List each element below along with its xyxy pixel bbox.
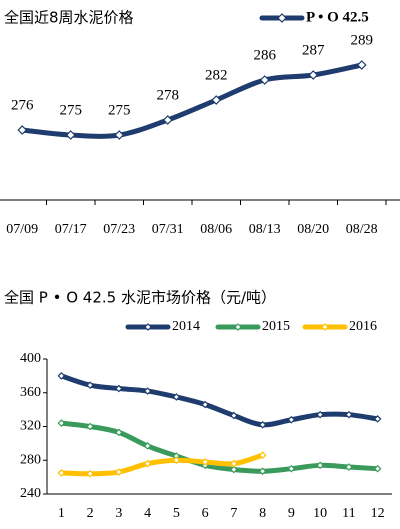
x-tick-label: 08/06	[200, 222, 232, 237]
marker	[316, 410, 324, 419]
marker	[230, 411, 238, 420]
y-tick-label: 240	[20, 486, 41, 501]
marker	[143, 442, 152, 450]
data-label: 287	[302, 42, 325, 58]
marker	[258, 467, 267, 476]
marker	[86, 469, 94, 478]
marker	[287, 415, 296, 424]
x-tick-label: 7	[230, 506, 237, 521]
data-label: 276	[11, 97, 34, 113]
y-tick-label: 280	[20, 452, 41, 467]
marker	[86, 381, 94, 390]
marker	[115, 384, 123, 393]
marker	[115, 468, 123, 476]
x-tick-label: 11	[342, 506, 355, 521]
x-tick-label: 5	[173, 506, 180, 521]
marker	[57, 469, 66, 477]
data-label: 282	[205, 67, 228, 83]
marker	[86, 422, 94, 431]
legend-label: 2014	[172, 319, 200, 334]
marker	[316, 461, 324, 470]
x-tick-label: 07/17	[55, 222, 87, 237]
y-tick-label: 360	[20, 385, 41, 400]
marker	[258, 420, 267, 429]
chart-title: 全国近8周水泥价格	[4, 9, 134, 27]
x-tick-label: 07/09	[6, 222, 38, 237]
legend-label: P • O 42.5	[306, 9, 369, 25]
legend-marker	[144, 323, 152, 331]
x-tick-label: 4	[144, 506, 151, 521]
marker	[65, 130, 76, 140]
marker	[57, 372, 66, 380]
marker	[172, 393, 181, 401]
marker	[345, 463, 353, 471]
x-tick-label: 9	[288, 506, 295, 521]
marker	[345, 410, 353, 419]
marker	[17, 125, 28, 135]
data-label: 289	[351, 32, 374, 48]
marker	[57, 419, 66, 427]
marker	[356, 60, 367, 70]
x-tick-label: 1	[58, 506, 65, 521]
marker	[308, 70, 319, 80]
data-label: 278	[157, 87, 180, 103]
data-label: 275	[60, 102, 83, 118]
marker	[373, 415, 382, 423]
marker	[143, 459, 152, 468]
marker	[162, 115, 173, 125]
marker	[259, 75, 270, 85]
x-tick-label: 07/23	[103, 222, 135, 237]
x-tick-label: 6	[202, 506, 209, 521]
marker	[201, 458, 209, 466]
data-label: 275	[108, 102, 131, 118]
marker	[287, 464, 296, 473]
marker	[230, 459, 238, 468]
x-tick-label: 10	[313, 506, 327, 521]
marker	[230, 465, 238, 474]
x-tick-label: 07/31	[152, 222, 184, 237]
data-label: 286	[254, 47, 277, 63]
x-tick-label: 8	[259, 506, 266, 521]
marker	[211, 95, 222, 105]
chart-title: 全国 P • O 42.5 水泥市场价格（元/吨）	[4, 289, 276, 307]
legend-label: 2015	[262, 319, 290, 334]
x-tick-label: 3	[115, 506, 122, 521]
y-tick-label: 400	[20, 351, 41, 366]
marker	[373, 464, 382, 473]
x-tick-label: 08/13	[249, 222, 281, 237]
marker	[201, 400, 209, 409]
x-tick-label: 08/20	[297, 222, 329, 237]
marker	[172, 456, 181, 465]
marker	[258, 451, 267, 460]
x-tick-label: 2	[87, 506, 94, 521]
x-tick-label: 12	[371, 506, 385, 521]
series-line	[58, 373, 381, 428]
marker	[115, 428, 123, 437]
legend-marker	[234, 323, 242, 331]
y-tick-label: 320	[20, 419, 41, 434]
x-tick-label: 08/28	[346, 222, 378, 237]
legend-label: 2016	[349, 319, 377, 334]
marker	[143, 387, 152, 395]
legend-marker	[321, 323, 329, 331]
marker	[114, 130, 125, 140]
legend-marker	[277, 13, 287, 23]
